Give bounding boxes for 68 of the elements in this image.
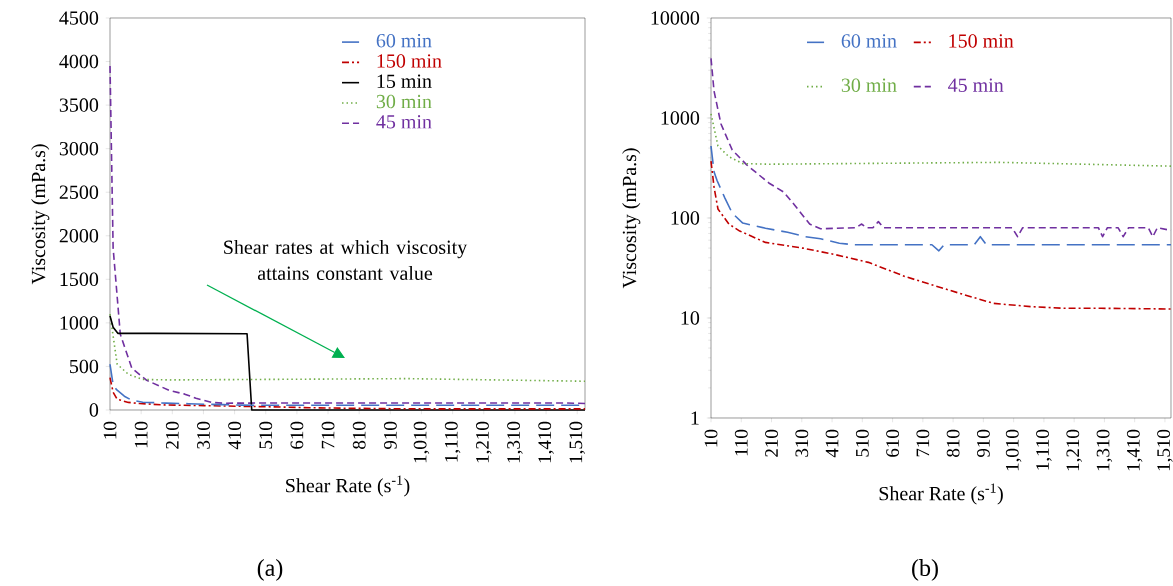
text: (a) [257,559,283,581]
x-tick-label: 910 [976,429,990,457]
x-tick-label: 410 [825,429,839,458]
x-tick-label: 1,510 [569,421,585,463]
x-tick-label: 410 [228,421,242,450]
line-series [109,313,586,383]
x-tick-label: 10 [704,429,718,447]
y-tick-label: 2000 [59,229,99,243]
annotation: Shear rates at which viscosity attains constant value [224,239,468,281]
x-tick-label: 310 [197,421,210,449]
y-tick-label: 1000 [661,111,700,125]
x-tick-label: 710 [916,429,930,457]
x-tick-label: 210 [765,429,778,457]
x-axis-title: Shear Rate (s$^{-1}$) [879,483,1003,505]
y-tick-label: 4500 [59,11,99,25]
x-tick-label: 110 [134,421,148,448]
legend-label: 30 min [376,94,432,109]
legend-label: 45 min [948,78,1004,92]
y-tick-label: 1 [691,411,699,425]
text: (b) [912,559,938,581]
x-tick-label: 110 [734,429,748,456]
y-tick-label: 10000 [651,11,700,25]
y-tick-label: 1500 [60,272,99,287]
x-tick-label: 610 [290,421,304,449]
line-series [109,376,586,410]
legend-label: 60 min [841,34,897,48]
y-tick-label: 3000 [59,141,99,156]
x-tick-label: 1,410 [538,421,554,463]
x-tick-label: 510 [855,429,869,457]
y-tick-label: 2500 [59,185,99,199]
legend-label: 60 min [376,33,432,48]
y-tick-label: 4000 [59,54,99,69]
legend-label: 150 min [949,34,1014,48]
y-tick-label: 500 [70,359,99,374]
line-series [710,113,1172,167]
legend-label: 45 min [376,115,432,129]
legend-label: 30 min [841,78,897,92]
legend-label: 150 min [377,54,442,68]
x-tick-label: 510 [259,421,273,449]
line-series [710,160,1172,310]
x-tick-label: 1,010 [413,421,430,463]
y-tick-label: 100 [671,211,700,225]
y-axis-title: Viscosity (mPa.s) [31,144,50,285]
x-tick-label: 1,110 [1036,429,1052,470]
x-tick-label: 710 [321,421,335,449]
x-tick-label: 810 [352,421,366,449]
x-tick-label: 1,310 [1096,429,1113,471]
x-tick-label: 610 [886,429,899,457]
x-tick-label: 810 [946,429,960,457]
x-tick-label: 1,210 [476,421,492,463]
y-tick-label: 3500 [59,98,99,112]
x-tick-label: 910 [383,421,397,450]
x-tick-label: 1,210 [1066,429,1082,471]
y-axis-title: Viscosity (mPa.s) [622,148,641,289]
x-tick-label: 210 [165,421,179,449]
y-tick-label: 0 [89,403,99,417]
y-tick-label: 1000 [60,316,99,330]
x-tick-label: 10 [103,421,117,439]
x-tick-label: 1,110 [444,421,461,462]
x-tick-label: 310 [795,429,809,457]
y-tick-label: 10 [681,311,700,325]
x-tick-label: 1,010 [1005,429,1022,471]
line-series [710,145,1172,252]
x-axis-title: Shear Rate (s$^{-1}$) [286,475,410,497]
x-tick-label: 1,310 [507,421,523,463]
x-tick-label: 1,510 [1157,429,1173,471]
x-tick-label: 1,410 [1126,429,1143,471]
legend-label: 15 min [377,74,432,88]
